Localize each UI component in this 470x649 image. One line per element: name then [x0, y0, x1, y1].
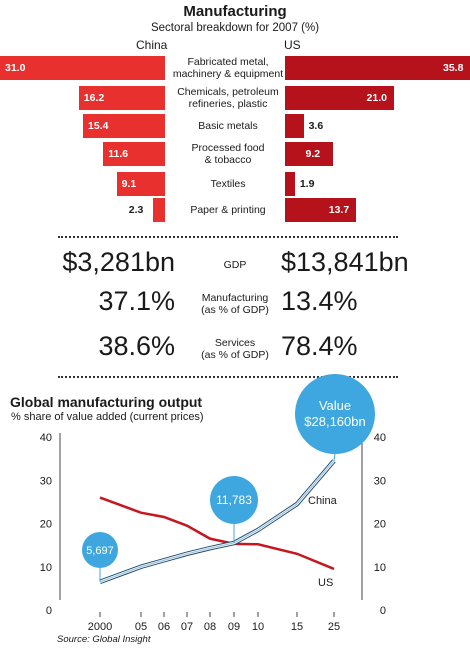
x-tick-label: 10	[252, 621, 264, 633]
bubble-label: $28,160bn	[304, 414, 365, 429]
us-value-label: 9.2	[305, 148, 321, 160]
china-stat-value: 38.6%	[98, 331, 175, 361]
sector-label: Textiles	[210, 178, 246, 190]
china-value-label: 2.3	[128, 204, 144, 216]
bubble-label: Value	[319, 398, 351, 413]
value-bubble	[82, 532, 118, 568]
china-value-label: 16.2	[83, 92, 105, 104]
us-series-label: US	[318, 577, 333, 589]
stat-label: Services (as % of GDP)	[201, 337, 269, 361]
x-tick-label: 07	[181, 621, 193, 633]
dotted-divider	[58, 236, 398, 238]
china-value-label: 11.6	[108, 148, 129, 160]
sector-label: Basic metals	[198, 120, 258, 132]
us-value-label: 21.0	[366, 92, 387, 104]
china-bar	[103, 142, 165, 166]
x-tick-label: 06	[158, 621, 170, 633]
x-tick-label: 25	[328, 621, 340, 633]
y-tick-left: 40	[40, 432, 52, 444]
x-tick-label: 2000	[88, 621, 112, 633]
us-label: US	[284, 38, 301, 52]
value-bubble	[210, 476, 258, 524]
bubble-label: 5,697	[86, 545, 114, 557]
sector-label: Paper & printing	[190, 204, 266, 216]
china-line-outline	[99, 459, 336, 584]
line-chart-title: Global manufacturing output	[10, 394, 203, 410]
us-bar	[285, 56, 470, 80]
x-tick-label: 09	[228, 621, 240, 633]
china-value-label: 31.0	[5, 62, 26, 74]
x-tick-label: 15	[291, 621, 303, 633]
china-bar	[0, 56, 165, 80]
sector-label: Fabricated metal, machinery & equipment	[172, 56, 284, 80]
x-tick-label: 05	[135, 621, 147, 633]
china-value-label: 9.1	[121, 178, 137, 190]
china-bar	[116, 172, 165, 196]
china-line-body	[99, 459, 335, 584]
y-tick-left: 0	[46, 605, 52, 617]
china-bar	[152, 198, 165, 222]
y-tick-right: 40	[374, 432, 386, 444]
china-value-label: 15.4	[88, 120, 109, 132]
bubble-connector	[333, 453, 336, 461]
sector-label: Chemicals, petroleum refineries, plastic	[177, 86, 279, 110]
us-value-label: 35.8	[443, 62, 464, 74]
china-bar	[83, 114, 165, 138]
y-tick-left: 30	[40, 475, 52, 487]
chart-title: Manufacturing	[183, 3, 287, 20]
us-bar	[285, 142, 333, 166]
y-tick-right: 20	[374, 519, 386, 531]
chart-subtitle: Sectoral breakdown for 2007 (%)	[150, 22, 320, 34]
china-stat-value: 37.1%	[98, 286, 175, 316]
us-bar	[285, 86, 394, 110]
us-value-label: 3.6	[308, 120, 324, 132]
sector-label: Processed food & tobacco	[191, 142, 265, 166]
china-bar	[78, 86, 165, 110]
y-tick-left: 10	[40, 562, 52, 574]
us-bar	[285, 198, 356, 222]
china-line	[99, 460, 335, 583]
us-value-label: 1.9	[299, 178, 315, 190]
x-tick-label: 08	[204, 621, 216, 633]
us-bar	[285, 172, 295, 196]
china-label: China	[136, 38, 168, 52]
us-bar	[285, 114, 304, 138]
stat-label: GDP	[223, 259, 247, 271]
us-stat-value: 13.4%	[281, 286, 358, 316]
us-stat-value: $13,841bn	[281, 247, 409, 277]
line-chart-subtitle: % share of value added (current prices)	[11, 411, 204, 423]
sector-bars: 31.0 35.8 Fabricated metal, machinery & equ…	[0, 0, 470, 230]
y-tick-right: 30	[374, 475, 386, 487]
bubble-label: 11,783	[216, 493, 252, 507]
china-series-label: China	[308, 495, 338, 507]
china-stat-value: $3,281bn	[62, 247, 175, 277]
value-bubble	[295, 374, 375, 454]
y-tick-left: 20	[40, 519, 52, 531]
us-value-label: 13.7	[328, 204, 350, 216]
stat-label: Manufacturing (as % of GDP)	[201, 292, 269, 316]
y-tick-right: 0	[380, 605, 386, 617]
us-stat-value: 78.4%	[281, 331, 358, 361]
y-tick-right: 10	[374, 562, 386, 574]
source-note: Source: Global Insight	[57, 634, 151, 645]
dotted-divider	[58, 376, 398, 378]
summary-table: $3,281bn $13,841bn GDP 37.1% 13.4% Manufactur…	[58, 236, 409, 378]
us-line	[99, 496, 335, 571]
